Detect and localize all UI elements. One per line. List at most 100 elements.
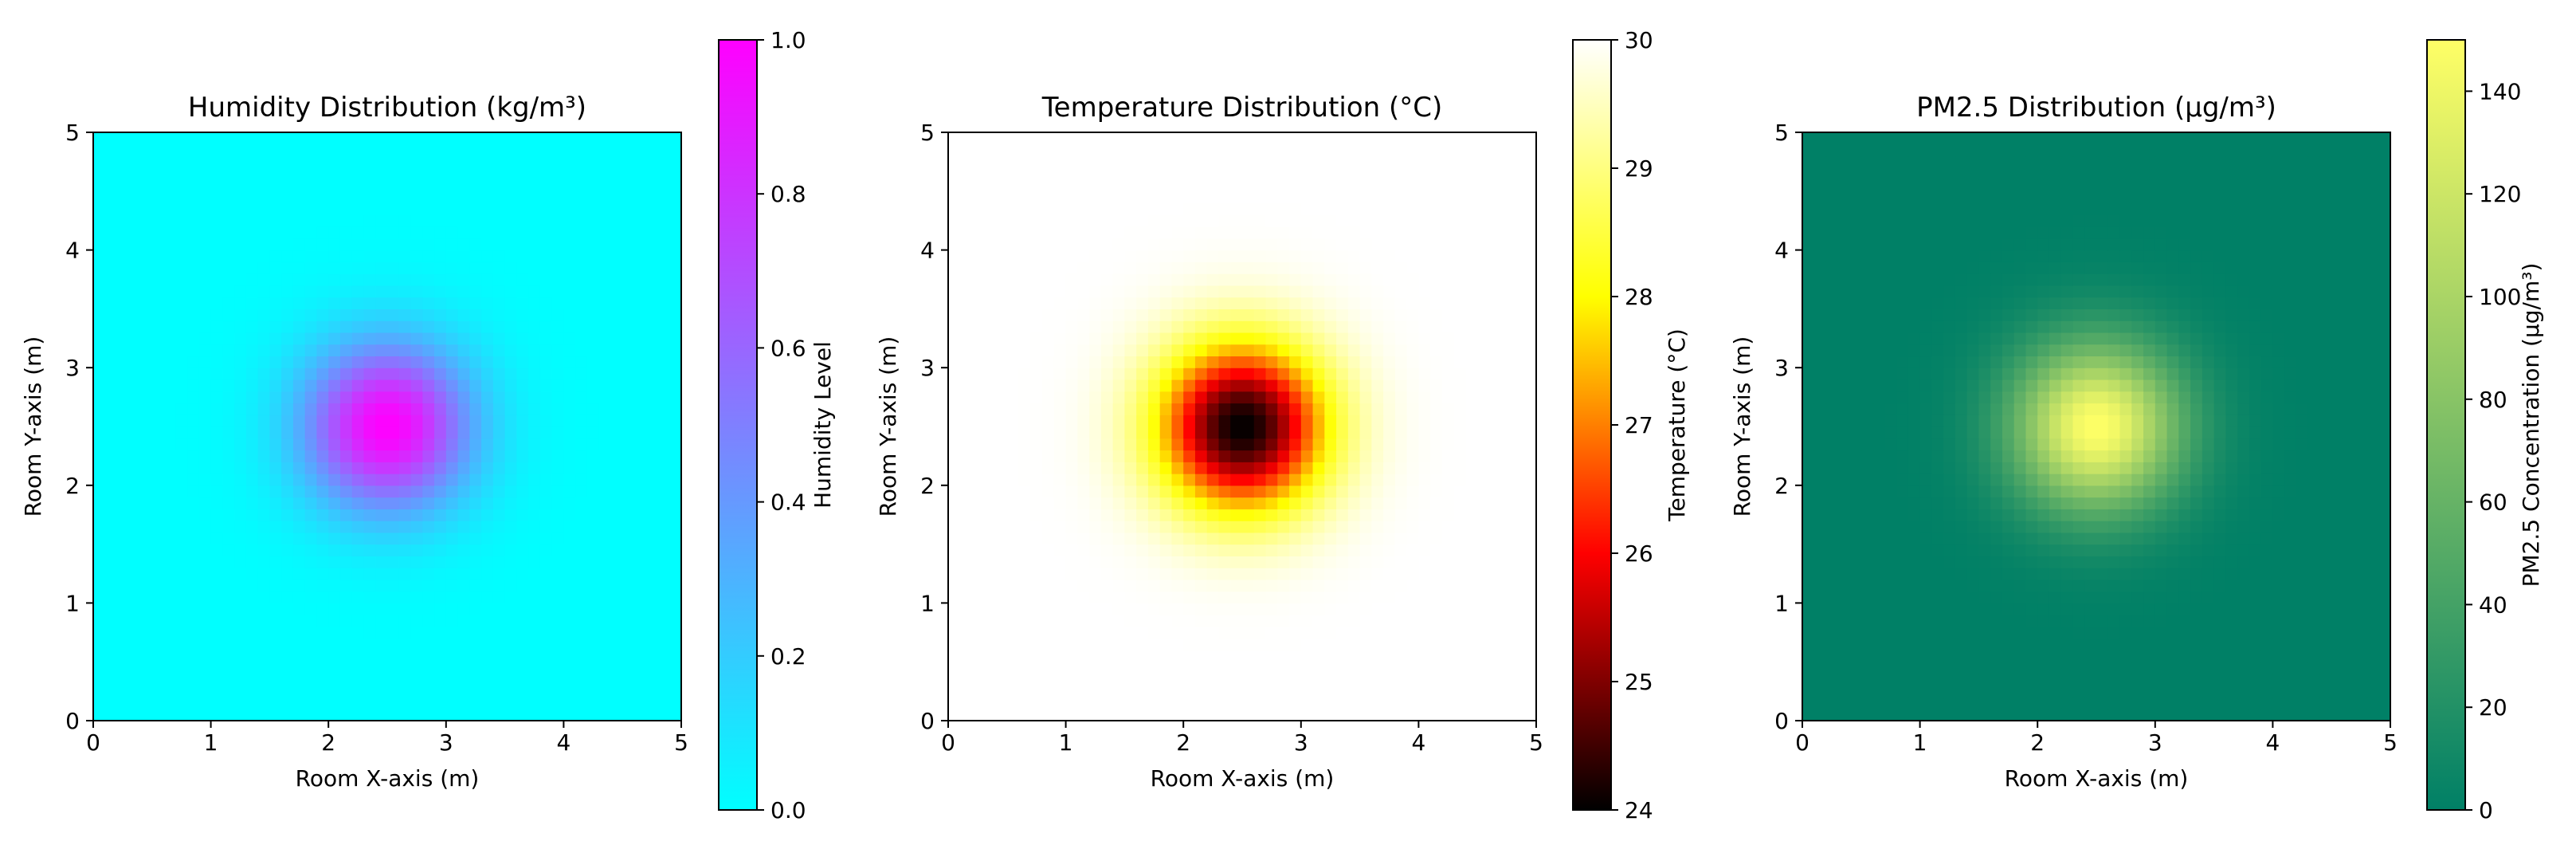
- heatmap-cell: [1289, 226, 1302, 239]
- heatmap-cell: [586, 556, 600, 568]
- heatmap-cell: [1042, 297, 1055, 309]
- heatmap-cell: [1147, 344, 1161, 357]
- heatmap-cell: [187, 143, 200, 157]
- heatmap-cell: [971, 509, 984, 521]
- heatmap-cell: [622, 568, 635, 580]
- heatmap-cell: [1136, 250, 1149, 262]
- heatmap-cell: [387, 697, 400, 709]
- heatmap-cell: [1418, 261, 1431, 274]
- heatmap-cell: [504, 415, 517, 427]
- heatmap-cell: [481, 709, 494, 721]
- heatmap-cell: [1406, 368, 1419, 380]
- heatmap-cell: [1006, 202, 1020, 215]
- heatmap-cell: [339, 143, 353, 157]
- heatmap-cell: [1006, 615, 1020, 627]
- heatmap-cell: [1300, 297, 1314, 309]
- heatmap-cell: [1300, 191, 1314, 204]
- heatmap-cell: [1500, 391, 1514, 404]
- heatmap-cell: [539, 532, 553, 545]
- heatmap-cell: [1242, 368, 1255, 380]
- heatmap-cell: [1253, 673, 1267, 686]
- heatmap-cell: [1100, 521, 1114, 533]
- heatmap-cell: [151, 673, 165, 686]
- heatmap-cell: [551, 532, 564, 545]
- heatmap-cell: [1065, 497, 1078, 509]
- heatmap-cell: [187, 273, 200, 286]
- heatmap-cell: [622, 356, 635, 368]
- heatmap-cell: [304, 662, 318, 674]
- heatmap-cell: [1136, 509, 1149, 521]
- heatmap-cell: [140, 273, 153, 286]
- heatmap-cell: [1006, 250, 1020, 262]
- heatmap-cell: [163, 379, 176, 392]
- heatmap-cell: [104, 273, 118, 286]
- heatmap-cell: [492, 497, 506, 509]
- heatmap-cell: [1065, 650, 1078, 662]
- heatmap-cell: [104, 509, 118, 521]
- heatmap-cell: [1359, 155, 1372, 168]
- heatmap-cell: [551, 368, 564, 380]
- heatmap-cell: [504, 226, 517, 239]
- heatmap-cell: [669, 332, 682, 345]
- heatmap-cell: [469, 685, 482, 698]
- heatmap-cell: [375, 591, 388, 603]
- heatmap-cell: [1242, 332, 1255, 345]
- heatmap-cell: [1065, 143, 1078, 157]
- heatmap-cell: [116, 709, 129, 721]
- heatmap-cell: [1194, 155, 1208, 168]
- heatmap-cell: [351, 603, 365, 615]
- heatmap-cell: [128, 214, 141, 227]
- heatmap-cell: [410, 579, 423, 592]
- heatmap-cell: [1453, 320, 1467, 333]
- heatmap-cell: [457, 638, 470, 651]
- heatmap-cell: [1194, 167, 1208, 180]
- heatmap-cell: [959, 320, 973, 333]
- heatmap-cell: [1147, 426, 1161, 439]
- heatmap-cell: [1006, 179, 1020, 192]
- heatmap-cell: [492, 191, 506, 204]
- heatmap-cell: [410, 591, 423, 603]
- heatmap-cell: [1018, 285, 1031, 298]
- heatmap-cell: [516, 167, 529, 180]
- heatmap-cell: [1253, 650, 1267, 662]
- colorbar-tick-label: 0.6: [770, 335, 806, 361]
- heatmap-cell: [657, 697, 670, 709]
- heatmap-cell: [669, 556, 682, 568]
- heatmap-cell: [1030, 285, 1043, 298]
- heatmap-cell: [1183, 320, 1196, 333]
- heatmap-cell: [1089, 485, 1102, 498]
- heatmap-cell: [245, 626, 259, 639]
- heatmap-cell: [1230, 685, 1243, 698]
- heatmap-cell: [1488, 214, 1502, 227]
- heatmap-cell: [269, 709, 282, 721]
- heatmap-cell: [1206, 709, 1220, 721]
- heatmap-cell: [959, 438, 973, 451]
- heatmap-cell: [1383, 591, 1396, 603]
- heatmap-cell: [645, 485, 659, 498]
- heatmap-cell: [1112, 415, 1125, 427]
- heatmap-cell: [971, 379, 984, 392]
- heatmap-cell: [398, 462, 412, 474]
- heatmap-cell: [234, 309, 247, 321]
- heatmap-cell: [1430, 591, 1443, 603]
- heatmap-cell: [210, 615, 223, 627]
- heatmap-cell: [1465, 202, 1478, 215]
- heatmap-cell: [1253, 638, 1267, 651]
- heatmap-cell: [1312, 532, 1325, 545]
- heatmap-cell: [1018, 591, 1031, 603]
- heatmap-cell: [351, 415, 365, 427]
- heatmap-cell: [363, 403, 376, 415]
- heatmap-cell: [1230, 497, 1243, 509]
- heatmap-cell: [1053, 662, 1067, 674]
- heatmap-cell: [1312, 509, 1325, 521]
- heatmap-cell: [1218, 379, 1231, 392]
- heatmap-cell: [1206, 650, 1220, 662]
- heatmap-cell: [1383, 391, 1396, 404]
- heatmap-cell: [410, 214, 423, 227]
- heatmap-cell: [481, 214, 494, 227]
- heatmap-cell: [304, 179, 318, 192]
- heatmap-cell: [257, 202, 270, 215]
- heatmap-cell: [1512, 650, 1525, 662]
- heatmap-cell: [1406, 697, 1419, 709]
- heatmap-cell: [457, 143, 470, 157]
